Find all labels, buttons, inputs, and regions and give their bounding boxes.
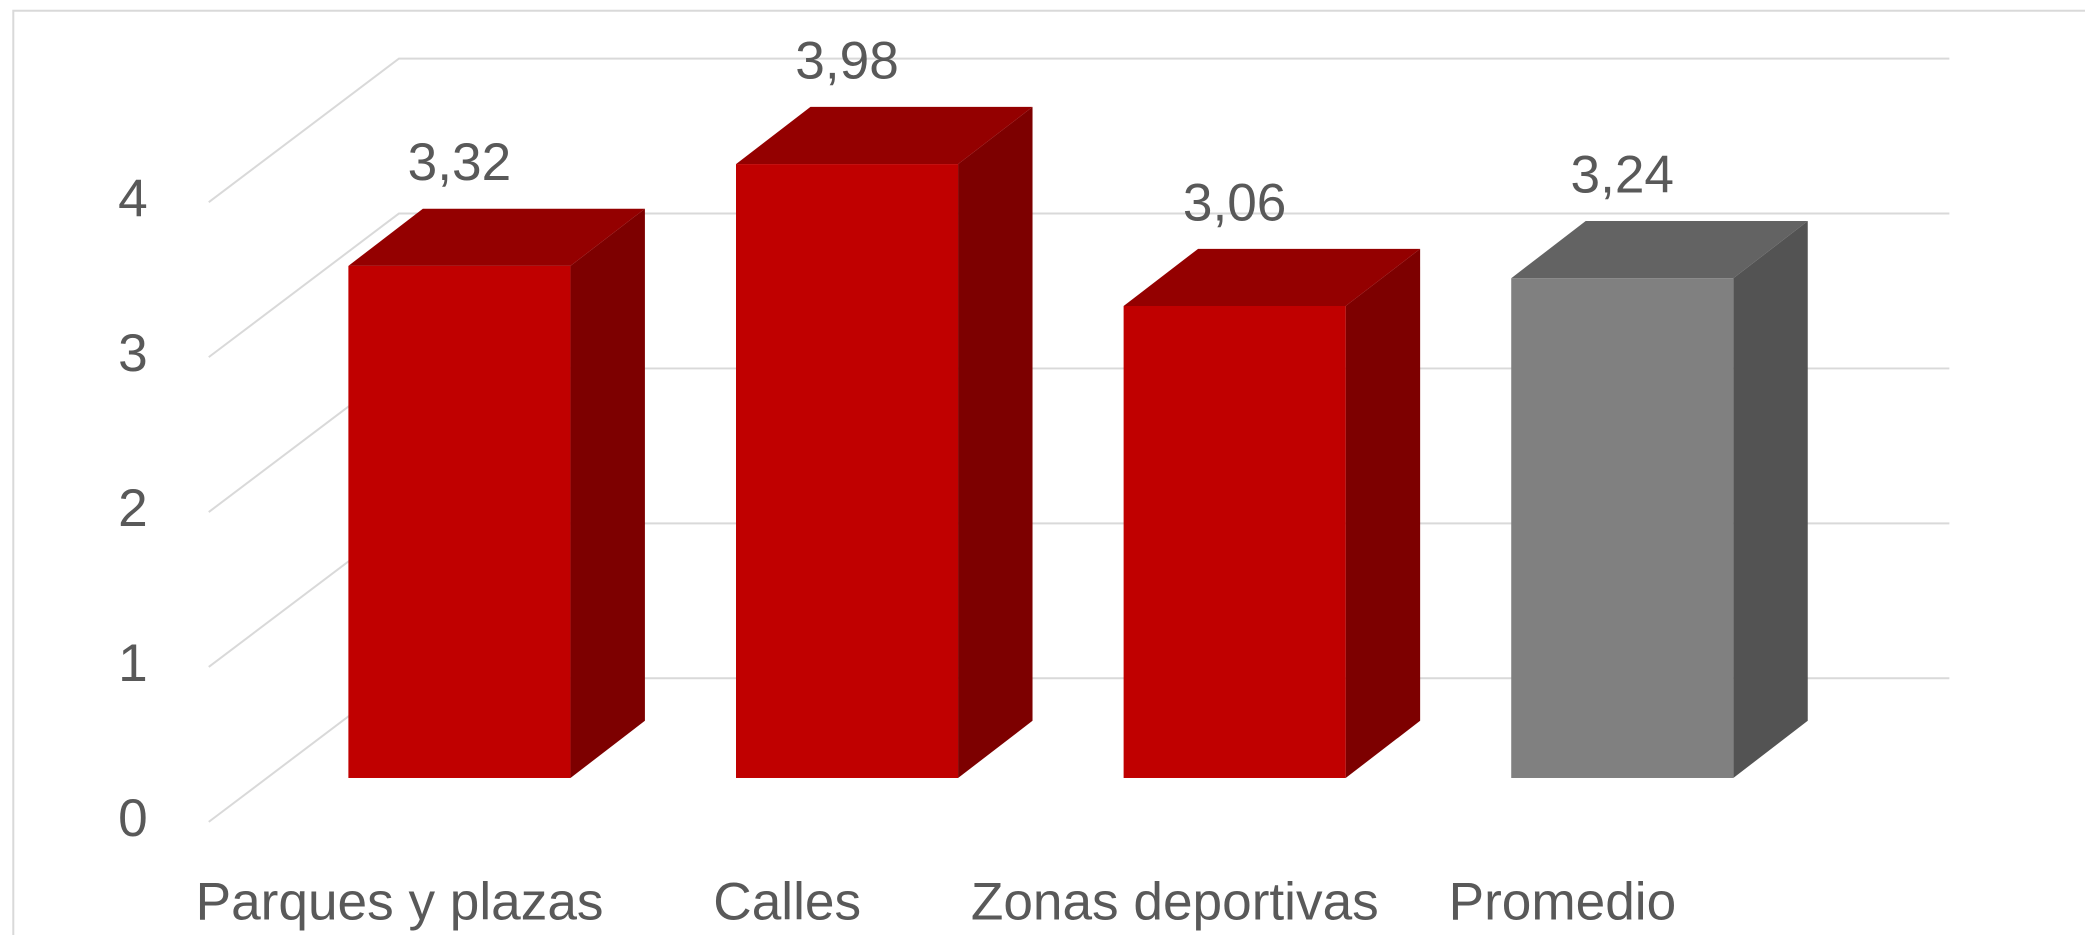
bar-side [958,106,1033,778]
bar-top [735,106,1033,165]
x-tick-label: Zonas deportivas [971,873,1379,932]
value-label: 3,06 [1183,173,1287,232]
bar-top [348,208,645,266]
bar-side [1345,248,1421,778]
y-tick-label: 1 [118,634,148,693]
bar-top [1123,248,1421,306]
y-tick-label: 4 [118,169,148,228]
x-tick-label: Promedio [1449,873,1677,932]
bar [1123,305,1346,778]
chart-frame [12,9,2085,935]
grid-line [208,57,1950,204]
y-tick-label: 2 [118,479,148,538]
x-tick-label: Calles [713,873,861,932]
value-label: 3,32 [408,133,512,192]
bar [735,164,959,778]
y-tick-label: 0 [118,789,148,848]
x-tick-label: Parques y plazas [196,873,604,932]
bar [348,265,571,778]
y-tick-label: 3 [118,324,148,383]
grid-line [208,212,1950,358]
bar [1511,278,1734,778]
bar-top [1511,221,1808,279]
bar-side [1733,221,1808,778]
value-label: 3,98 [795,31,899,90]
value-label: 3,24 [1571,146,1675,205]
bar-side [570,208,645,778]
